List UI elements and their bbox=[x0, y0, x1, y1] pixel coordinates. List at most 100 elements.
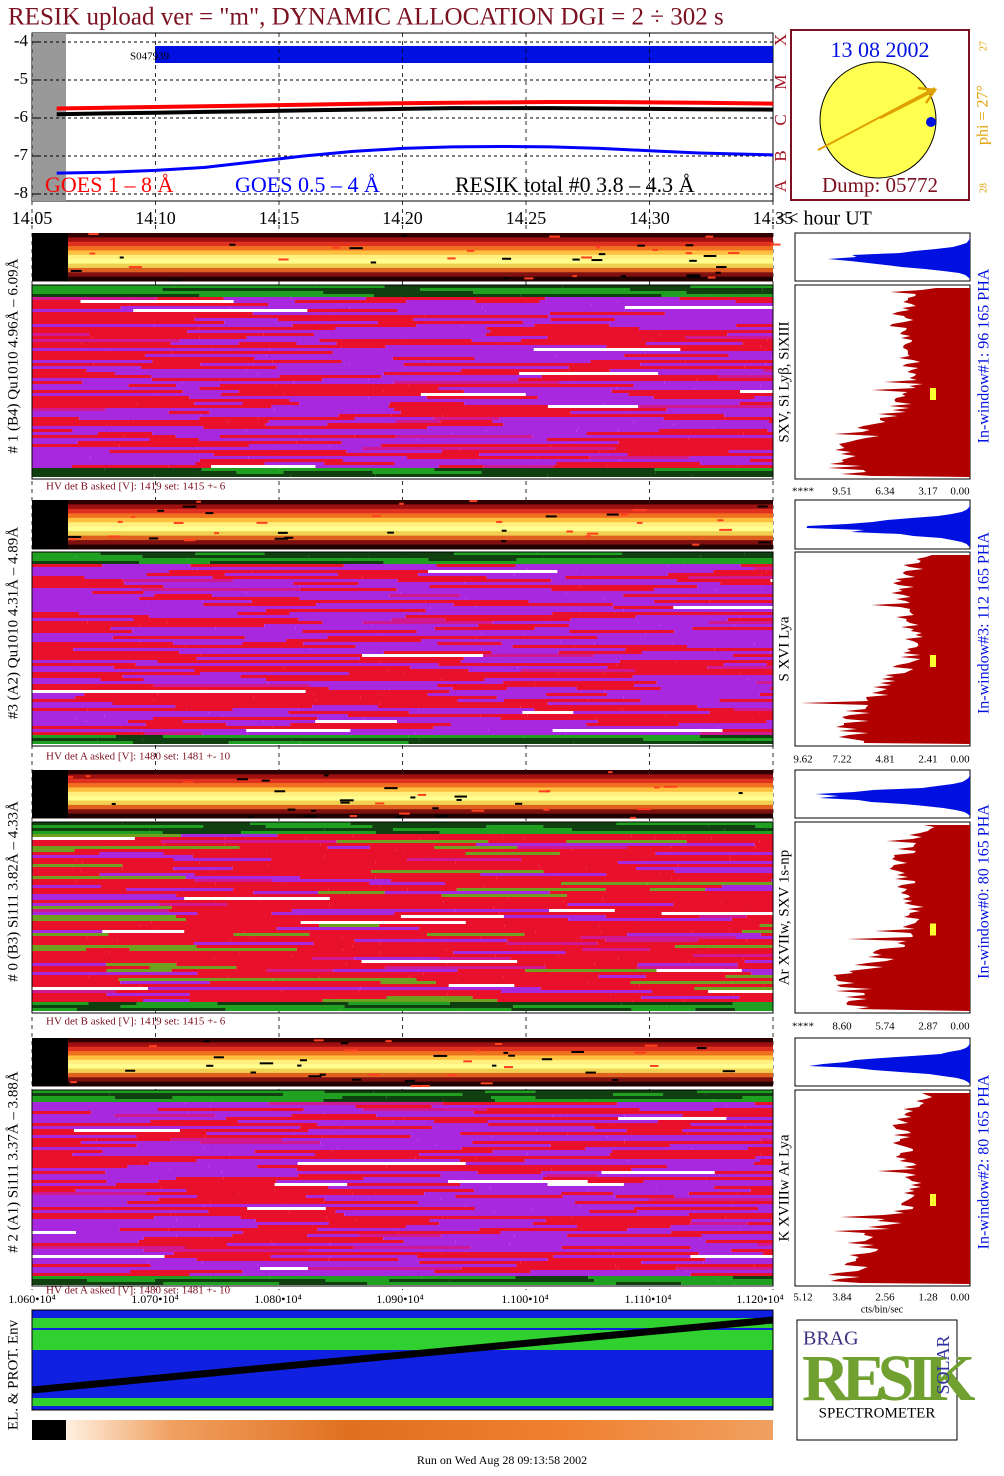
pha-tick-label: 4.81 bbox=[875, 754, 894, 766]
bottom-tick-label: 1.060•10⁴ bbox=[8, 1292, 55, 1306]
image-row bbox=[197, 567, 279, 570]
image-row bbox=[32, 942, 194, 945]
image-row bbox=[481, 363, 539, 366]
strip-band bbox=[32, 504, 773, 510]
image-row bbox=[240, 675, 315, 678]
image-row bbox=[276, 366, 405, 369]
image-row bbox=[32, 1147, 205, 1150]
image-row bbox=[176, 960, 227, 963]
image-row bbox=[211, 1099, 324, 1102]
image-row bbox=[251, 849, 397, 852]
image-row bbox=[557, 570, 714, 573]
strip-noise bbox=[566, 530, 574, 533]
image-row bbox=[760, 345, 773, 348]
image-row bbox=[199, 417, 259, 420]
image-row bbox=[32, 1231, 77, 1234]
image-row bbox=[427, 693, 547, 696]
image-row bbox=[87, 936, 254, 939]
image-row bbox=[194, 669, 327, 672]
image-row bbox=[32, 906, 172, 909]
image-row bbox=[32, 633, 205, 636]
image-row bbox=[32, 723, 146, 726]
strip-noise bbox=[595, 246, 601, 249]
image-row bbox=[707, 666, 773, 669]
image-row bbox=[32, 351, 172, 354]
image-row bbox=[600, 357, 772, 360]
image-row bbox=[535, 930, 602, 933]
strip-noise bbox=[685, 244, 694, 247]
image-row bbox=[162, 831, 242, 834]
image-row bbox=[354, 435, 396, 438]
image-row bbox=[754, 843, 773, 846]
image-row bbox=[338, 1261, 420, 1264]
image-row bbox=[32, 936, 88, 939]
image-row bbox=[488, 1225, 577, 1228]
image-row bbox=[176, 1234, 233, 1237]
image-row bbox=[32, 897, 185, 900]
strip-noise bbox=[398, 814, 403, 817]
panel-label: # 2 (A1) Si111 3.37Å – 3.88Å bbox=[5, 1071, 21, 1253]
image-row bbox=[289, 399, 458, 402]
image-row bbox=[105, 1207, 248, 1210]
image-row bbox=[674, 870, 773, 873]
strip-noise bbox=[205, 512, 214, 515]
image-row bbox=[32, 849, 75, 852]
strip-noise bbox=[369, 1073, 380, 1076]
image-row bbox=[397, 579, 552, 582]
image-row bbox=[316, 285, 385, 288]
image-row bbox=[195, 552, 265, 555]
image-row bbox=[74, 663, 136, 666]
image-row bbox=[364, 717, 501, 720]
image-row bbox=[623, 561, 684, 564]
image-row bbox=[32, 678, 101, 681]
strip-noise bbox=[299, 1059, 307, 1062]
image-row bbox=[559, 852, 656, 855]
image-row bbox=[514, 984, 640, 987]
image-row bbox=[553, 1255, 618, 1258]
image-row bbox=[32, 348, 108, 351]
image-row bbox=[517, 666, 608, 669]
image-row bbox=[32, 1252, 174, 1255]
image-row bbox=[548, 315, 715, 318]
image-row bbox=[688, 576, 773, 579]
image-row bbox=[537, 456, 590, 459]
image-row bbox=[325, 1207, 476, 1210]
image-row bbox=[606, 873, 661, 876]
date: 13 08 2002 bbox=[831, 37, 930, 62]
image-row bbox=[528, 600, 655, 603]
image-row bbox=[545, 297, 680, 300]
image-row bbox=[32, 465, 73, 468]
image-row bbox=[460, 660, 620, 663]
image-row bbox=[228, 741, 300, 744]
image-row bbox=[761, 393, 773, 396]
image-row bbox=[32, 876, 186, 879]
image-row bbox=[408, 735, 525, 738]
image-row bbox=[634, 684, 773, 687]
image-row bbox=[32, 837, 135, 840]
image-row bbox=[672, 642, 755, 645]
image-row bbox=[32, 1246, 186, 1249]
strip-noise bbox=[384, 787, 398, 790]
image-row bbox=[452, 687, 508, 690]
image-row bbox=[633, 420, 769, 423]
image-row bbox=[156, 297, 224, 300]
image-row bbox=[198, 327, 336, 330]
strip-noise bbox=[572, 258, 580, 261]
image-row bbox=[254, 441, 297, 444]
image-row bbox=[32, 714, 105, 717]
image-row bbox=[242, 1231, 399, 1234]
image-row bbox=[32, 396, 190, 399]
image-row bbox=[487, 1120, 658, 1123]
image-row bbox=[536, 1129, 627, 1132]
image-row bbox=[437, 642, 502, 645]
image-row bbox=[136, 1144, 209, 1147]
image-row bbox=[237, 612, 290, 615]
image-row bbox=[605, 915, 700, 918]
image-row bbox=[100, 552, 196, 555]
image-row bbox=[365, 297, 546, 300]
image-row bbox=[765, 363, 773, 366]
image-row bbox=[558, 651, 643, 654]
image-row bbox=[147, 1261, 203, 1264]
image-row bbox=[628, 414, 725, 417]
image-row bbox=[408, 384, 488, 387]
